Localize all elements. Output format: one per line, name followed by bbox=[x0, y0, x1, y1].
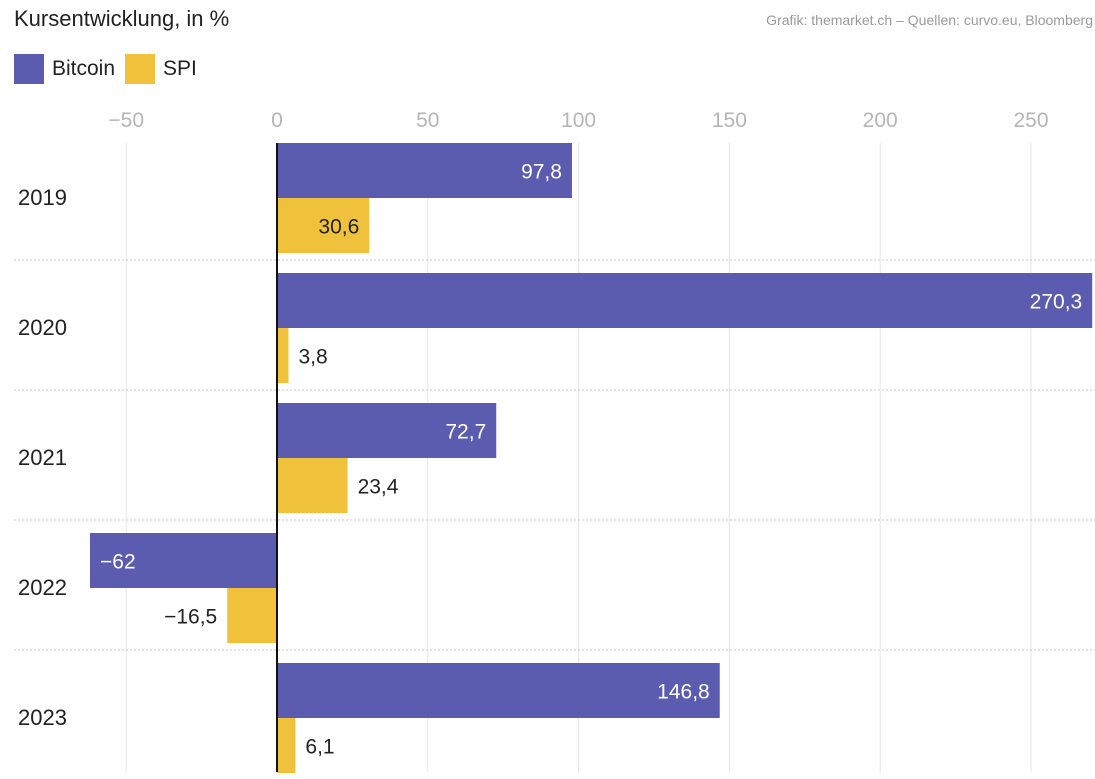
legend-swatch-spi bbox=[125, 54, 156, 84]
bar-bitcoin bbox=[277, 273, 1093, 328]
chart-title: Kursentwicklung, in % bbox=[14, 6, 230, 31]
category-label: 2023 bbox=[18, 705, 67, 730]
bar-spi bbox=[227, 588, 277, 643]
data-label: 23,4 bbox=[358, 476, 399, 499]
category-label: 2022 bbox=[18, 575, 67, 600]
bar-spi bbox=[277, 328, 289, 383]
legend-item-spi: SPI bbox=[125, 54, 197, 84]
x-tick-label: 200 bbox=[863, 109, 898, 132]
legend-label-spi: SPI bbox=[163, 57, 197, 80]
bar-spi bbox=[277, 718, 296, 773]
data-label: 3,8 bbox=[298, 346, 327, 369]
category-label: 2021 bbox=[18, 445, 67, 470]
data-label: 97,8 bbox=[521, 161, 562, 184]
x-tick-label: 250 bbox=[1013, 109, 1048, 132]
bar-bitcoin bbox=[277, 403, 497, 458]
legend: Bitcoin SPI bbox=[14, 54, 207, 84]
legend-swatch-bitcoin bbox=[14, 54, 44, 84]
x-tick-label: −50 bbox=[108, 109, 144, 132]
bar-bitcoin bbox=[277, 143, 572, 198]
x-tick-label: 0 bbox=[271, 109, 283, 132]
x-tick-label: 50 bbox=[416, 109, 439, 132]
bar-spi bbox=[277, 458, 348, 513]
data-label: −62 bbox=[100, 551, 136, 574]
data-label: 72,7 bbox=[445, 421, 486, 444]
data-label: 6,1 bbox=[305, 736, 334, 759]
data-label: 270,3 bbox=[1030, 291, 1083, 314]
category-label: 2019 bbox=[18, 185, 67, 210]
bar-bitcoin bbox=[90, 533, 278, 588]
data-label: 146,8 bbox=[657, 681, 710, 704]
legend-label-bitcoin: Bitcoin bbox=[52, 57, 116, 80]
x-tick-label: 150 bbox=[712, 109, 747, 132]
category-label: 2020 bbox=[18, 315, 67, 340]
legend-item-bitcoin: Bitcoin bbox=[14, 54, 115, 84]
data-label: 30,6 bbox=[318, 216, 359, 239]
bar-bitcoin bbox=[277, 663, 720, 718]
bar-spi bbox=[277, 198, 370, 253]
source-note: Grafik: themarket.ch – Quellen: curvo.eu… bbox=[766, 12, 1093, 28]
x-tick-label: 100 bbox=[561, 109, 596, 132]
data-label: −16,5 bbox=[164, 606, 217, 629]
